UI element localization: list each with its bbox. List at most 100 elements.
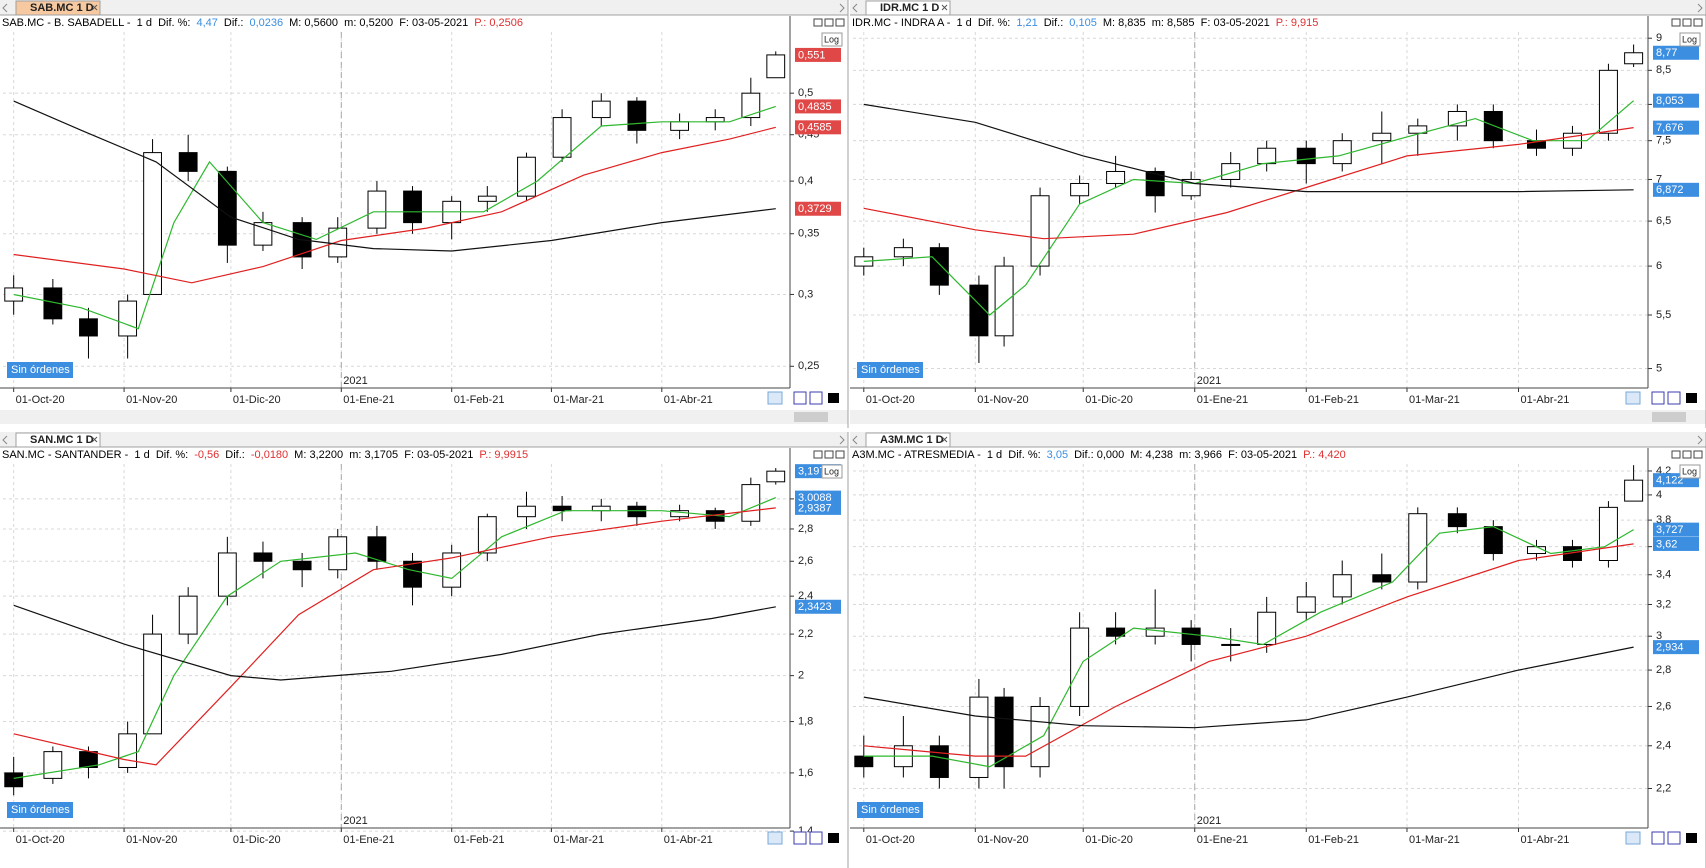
log-button-label[interactable]: Log — [1682, 466, 1697, 476]
candle-body — [854, 256, 874, 267]
tool-icon[interactable] — [1686, 833, 1697, 843]
log-button-label[interactable]: Log — [824, 34, 839, 44]
log-button[interactable] — [1679, 32, 1701, 47]
window-button[interactable] — [824, 450, 834, 459]
header-field: P.: 0,2506 — [474, 17, 523, 29]
candle-body — [253, 552, 273, 562]
tool-icon[interactable] — [828, 393, 839, 403]
window-button[interactable] — [813, 450, 823, 459]
header-field: Dif.: — [1044, 17, 1064, 29]
tool-icon[interactable] — [809, 391, 823, 405]
value-badge-label: 0,4835 — [798, 101, 832, 113]
candle-body — [1257, 611, 1277, 645]
log-button[interactable] — [821, 32, 843, 47]
value-badge — [1653, 120, 1699, 135]
tool-icon[interactable] — [1625, 831, 1641, 845]
candle-body — [1145, 627, 1165, 637]
tab-bar — [0, 432, 848, 447]
tool-icon[interactable] — [793, 831, 807, 845]
tool-icon[interactable] — [809, 831, 823, 845]
value-badge — [1653, 640, 1699, 655]
tab-label[interactable]: A3M.MC 1 D — [880, 434, 944, 446]
tab-label[interactable]: SAB.MC 1 D — [30, 2, 94, 14]
header-field: 0,0236 — [249, 17, 283, 29]
tool-icon[interactable] — [1651, 831, 1665, 845]
window-button[interactable] — [835, 18, 845, 27]
tab[interactable] — [865, 0, 951, 16]
tab-close[interactable] — [91, 436, 98, 443]
tool-icon[interactable] — [1686, 393, 1697, 403]
tool-icon[interactable] — [1625, 391, 1641, 405]
window-button[interactable] — [824, 18, 834, 27]
x-tick-label: 01-Abr-21 — [664, 394, 713, 406]
tool-icon[interactable] — [1667, 391, 1681, 405]
y-tick-label: 0,5 — [798, 87, 813, 99]
x-tick-label: 01-Nov-20 — [126, 394, 177, 406]
tab-close[interactable] — [941, 4, 948, 11]
tool-icon[interactable] — [1667, 831, 1681, 845]
orders-button-label[interactable]: Sin órdenes — [11, 364, 70, 376]
log-button[interactable] — [1679, 464, 1701, 479]
orders-button[interactable] — [7, 802, 73, 818]
candle-body — [1106, 627, 1126, 637]
chart-panel: A3M.MC 1 D A3M.MC - ATRESMEDIA - 1 d Dif.… — [850, 432, 1706, 868]
log-button[interactable] — [821, 464, 843, 479]
tool-icon[interactable] — [793, 391, 807, 405]
tool-icon[interactable] — [828, 833, 839, 843]
log-button-label[interactable]: Log — [1682, 34, 1697, 44]
tool-icon[interactable] — [767, 391, 783, 405]
candle-body — [994, 696, 1014, 768]
window-button[interactable] — [1682, 450, 1692, 459]
header-field: Dif.: 0,000 — [1074, 449, 1124, 461]
window-button[interactable] — [1693, 18, 1703, 27]
orders-button[interactable] — [857, 362, 923, 378]
tool-icon[interactable] — [1651, 391, 1665, 405]
tab[interactable] — [15, 432, 101, 448]
window-button[interactable] — [813, 18, 823, 27]
header-field: M: 3,2200 m: 3,1705 F: 03-05-2021 — [294, 449, 473, 461]
orders-button[interactable] — [7, 362, 73, 378]
candle-body — [591, 505, 611, 512]
scrollbar[interactable] — [0, 410, 848, 424]
candle-body — [854, 755, 874, 768]
chart-panel: IDR.MC 1 D IDR.MC - INDRA A - 1 d Dif. %:… — [850, 0, 1706, 428]
scroll-thumb[interactable] — [794, 412, 828, 422]
header-field: IDR.MC - INDRA A - 1 d Dif. %: — [852, 17, 1010, 29]
y-tick-label: 3,4 — [1656, 569, 1671, 581]
orders-button-label[interactable]: Sin órdenes — [861, 364, 920, 376]
nav-arrow[interactable] — [852, 435, 1703, 445]
orders-button-label[interactable]: Sin órdenes — [861, 804, 920, 816]
tab-close[interactable] — [941, 436, 948, 443]
scroll-thumb[interactable] — [1652, 412, 1686, 422]
tab-label[interactable]: IDR.MC 1 D — [880, 2, 939, 14]
log-button-label[interactable]: Log — [824, 466, 839, 476]
nav-arrow[interactable] — [2, 435, 845, 445]
tab-close[interactable] — [91, 4, 98, 11]
value-badge — [795, 120, 841, 135]
tab[interactable] — [865, 432, 951, 448]
window-button[interactable] — [1693, 450, 1703, 459]
y-tick-label: 9 — [1656, 32, 1662, 44]
window-button[interactable] — [1682, 18, 1692, 27]
y-tick-label: 7 — [1656, 173, 1662, 185]
orders-button[interactable] — [857, 802, 923, 818]
value-badge — [795, 99, 841, 114]
window-button[interactable] — [835, 450, 845, 459]
candle-body — [517, 156, 536, 197]
x-tick-label: 01-Nov-20 — [977, 394, 1028, 406]
y-tick-label: 0,4 — [798, 175, 813, 187]
orders-button-label[interactable]: Sin órdenes — [11, 804, 70, 816]
window-button[interactable] — [1671, 18, 1681, 27]
candle-body — [292, 560, 312, 571]
tool-icon[interactable] — [767, 831, 783, 845]
scrollbar[interactable] — [850, 410, 1706, 424]
nav-arrow[interactable] — [852, 3, 1703, 13]
window-button[interactable] — [1671, 450, 1681, 459]
nav-arrow[interactable] — [2, 3, 845, 13]
candle-body — [741, 484, 761, 522]
plot — [4, 468, 786, 796]
tab-label[interactable]: SAN.MC 1 D — [30, 434, 94, 446]
tab[interactable] — [15, 0, 101, 16]
candle-body — [1447, 513, 1467, 528]
y-tick-label: 2 — [798, 670, 804, 682]
